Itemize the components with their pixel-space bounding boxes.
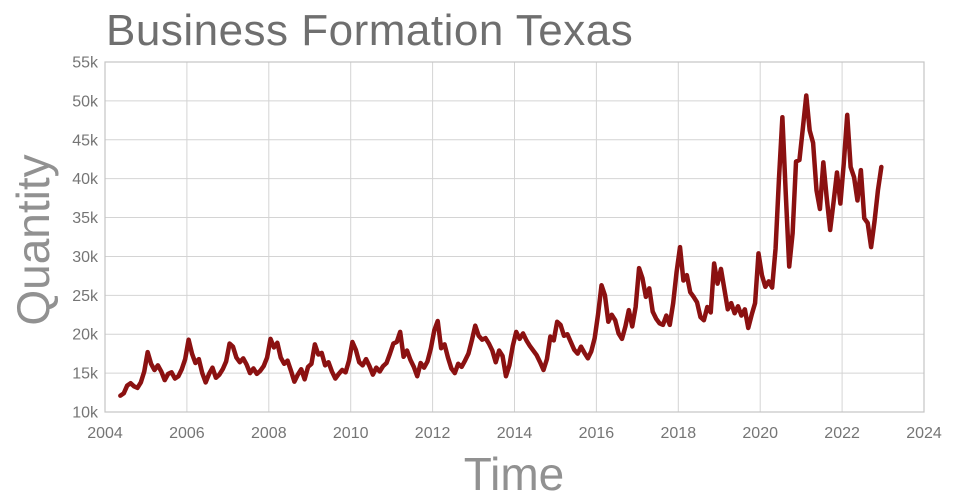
x-tick-label: 2010 [333,425,369,442]
x-tick-label: 2008 [251,425,287,442]
x-tick-label: 2016 [579,425,615,442]
y-tick-label: 15k [72,366,99,383]
y-axis-label: Quantity [7,154,59,326]
y-tick-label: 45k [72,132,99,149]
plot-border [104,61,925,413]
x-tick-label: 2004 [87,425,123,442]
data-line [118,93,884,398]
x-tick-label: 2012 [415,425,451,442]
x-axis-label: Time [463,448,565,500]
chart-title: Business Formation Texas [106,6,634,55]
x-tick-label: 2014 [497,425,533,442]
y-tick-label: 10k [72,405,99,422]
y-tick-label: 50k [72,93,99,110]
x-tick-label: 2022 [824,425,860,442]
y-tick-label: 35k [72,210,99,227]
x-tick-label: 2024 [906,425,942,442]
y-tick-label: 55k [72,55,99,72]
x-tick-label: 2020 [742,425,778,442]
x-tick-label: 2018 [661,425,697,442]
x-tick-label: 2006 [169,425,205,442]
y-tick-label: 40k [72,171,99,188]
y-tick-label: 20k [72,327,99,344]
y-tick-label: 30k [72,249,99,266]
y-tick-label: 25k [72,288,99,305]
